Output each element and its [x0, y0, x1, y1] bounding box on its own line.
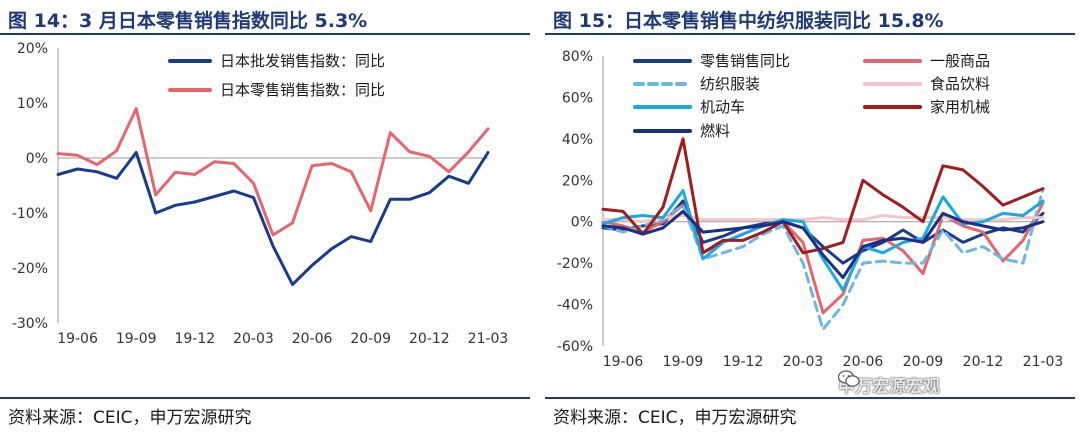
- title-rule: [545, 33, 1075, 35]
- watermark: 申万宏源宏观: [837, 370, 940, 398]
- y-tick-label: -10%: [12, 206, 48, 222]
- chart-panel-fig14: 图 14：3 月日本零售销售指数同比 5.3% 20% 10% 0% -10% -20%…: [0, 0, 530, 432]
- legend-label: 食品饮料: [930, 75, 990, 93]
- x-tick-label: 20-06: [292, 331, 333, 347]
- y-tick-label: -20%: [12, 261, 48, 277]
- x-tick-label: 20-09: [903, 354, 944, 370]
- x-tick-label: 20-09: [350, 331, 391, 347]
- source-note: 资料来源：CEIC，申万宏源研究: [553, 408, 797, 428]
- series-line-5: [601, 189, 1045, 292]
- legend-label: 家用机械: [930, 98, 990, 116]
- series-line-6: [601, 137, 1045, 255]
- x-tick-label: 19-12: [723, 354, 764, 370]
- y-tick-label: 60%: [562, 90, 593, 106]
- y-tick-label: 80%: [562, 49, 593, 65]
- x-tick-label: 20-06: [843, 354, 884, 370]
- legend-label: 零售销售同比: [700, 52, 790, 70]
- source-rule: [545, 397, 1075, 399]
- source-rule: [0, 397, 530, 399]
- legend-label: 纺织服装: [700, 75, 760, 93]
- y-tick-label: 20%: [562, 173, 593, 189]
- series-line-3: [601, 187, 1045, 331]
- series-line-1: [56, 151, 490, 286]
- x-tick-label: 21-03: [468, 331, 509, 347]
- title-rule: [0, 33, 530, 35]
- x-tick-label: 20-12: [409, 331, 450, 347]
- line-chart-fig15: 80% 60% 40% 20% 0% -20% -40% -60% 19-06 19-09 19-1…: [557, 49, 1064, 370]
- y-tick-label: -20%: [557, 256, 593, 272]
- y-tick-label: 0%: [26, 151, 48, 167]
- x-tick-label: 19-09: [116, 331, 157, 347]
- legend-label: 日本批发销售指数：同比: [220, 52, 385, 70]
- chart-panel-fig15: 图 15：日本零售销售中纺织服装同比 15.8% 80% 60% 40% 20% 0% -…: [545, 0, 1075, 432]
- x-tick-label: 20-12: [963, 354, 1004, 370]
- legend-label: 一般商品: [930, 52, 990, 70]
- watermark-text: 申万宏源宏观: [838, 376, 940, 397]
- x-tick-label: 20-03: [783, 354, 824, 370]
- y-tick-label: -30%: [12, 316, 48, 332]
- x-tick-label: 19-06: [603, 354, 644, 370]
- x-tick-label: 19-09: [663, 354, 704, 370]
- legend-label: 燃料: [700, 122, 730, 140]
- x-tick-label: 19-06: [57, 331, 98, 347]
- y-tick-label: 20%: [17, 41, 48, 57]
- chart-title: 图 15：日本零售销售中纺织服装同比 15.8%: [553, 10, 944, 32]
- y-tick-label: -60%: [557, 339, 593, 355]
- wechat-icon: [837, 370, 860, 387]
- chart-title: 图 14：3 月日本零售销售指数同比 5.3%: [8, 10, 368, 32]
- y-tick-label: 40%: [562, 132, 593, 148]
- series-line-7: [601, 209, 1045, 280]
- source-note: 资料来源：CEIC，申万宏源研究: [8, 408, 252, 428]
- y-tick-label: 10%: [17, 96, 48, 112]
- legend-label: 机动车: [700, 98, 745, 116]
- x-tick-label: 20-03: [233, 331, 274, 347]
- x-tick-label: 21-03: [1023, 354, 1064, 370]
- line-chart-fig14: 20% 10% 0% -10% -20% -30% 19-06 19-09 19-12 20-03…: [12, 41, 509, 347]
- y-tick-label: -40%: [557, 298, 593, 314]
- series-line-2: [56, 107, 490, 237]
- y-tick-label: 0%: [571, 215, 593, 231]
- legend-label: 日本零售销售指数：同比: [220, 81, 385, 99]
- x-tick-label: 19-12: [174, 331, 215, 347]
